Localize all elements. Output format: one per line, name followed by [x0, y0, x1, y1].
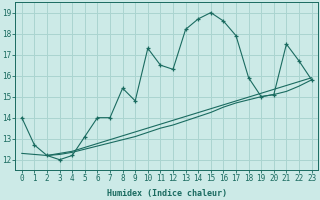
- X-axis label: Humidex (Indice chaleur): Humidex (Indice chaleur): [107, 189, 227, 198]
